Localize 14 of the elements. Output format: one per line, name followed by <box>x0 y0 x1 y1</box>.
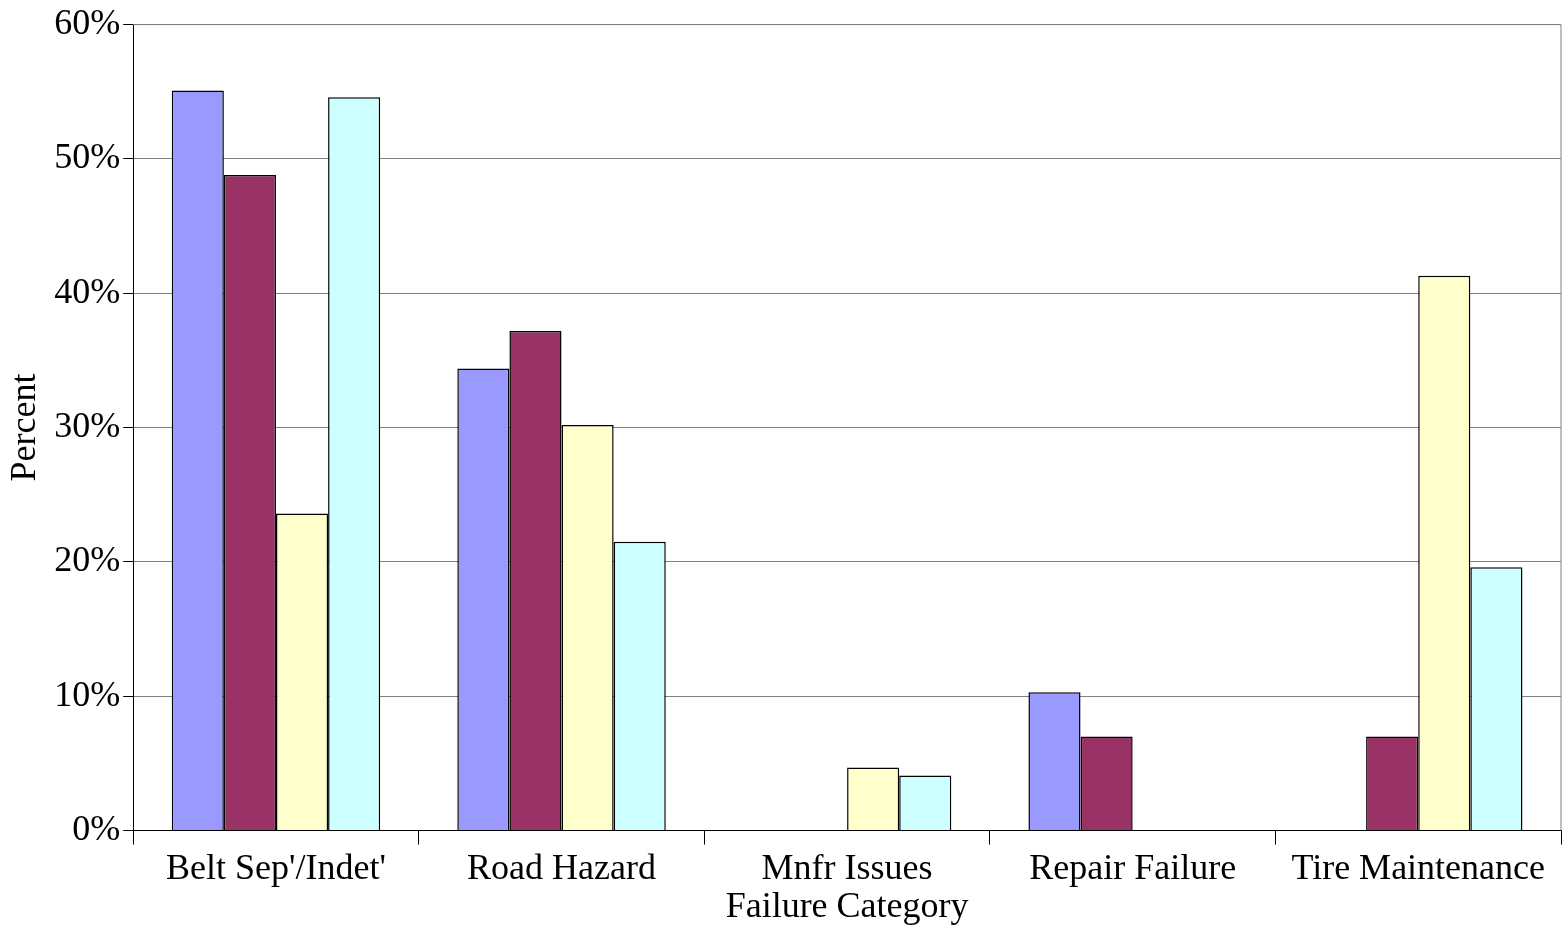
x-tick-label: Repair Failure <box>1029 846 1237 887</box>
y-tick-label: 30% <box>54 405 121 446</box>
x-tick-label: Belt Sep'/Indet' <box>166 846 386 887</box>
y-tick-label: 60% <box>54 2 121 43</box>
y-tick-label: 0% <box>72 808 121 849</box>
x-tick-label: Road Hazard <box>467 846 656 887</box>
x-axis-title: Failure Category <box>725 884 969 925</box>
y-tick-label: 50% <box>54 136 121 177</box>
y-tick-label: 20% <box>54 539 121 580</box>
y-tick-label: 40% <box>54 270 121 311</box>
x-tick-label: Mnfr Issues <box>761 846 933 887</box>
x-tick-label: Tire Maintenance <box>1291 846 1546 887</box>
y-tick-label: 10% <box>54 673 121 714</box>
y-axis-title: Percent <box>3 373 44 482</box>
